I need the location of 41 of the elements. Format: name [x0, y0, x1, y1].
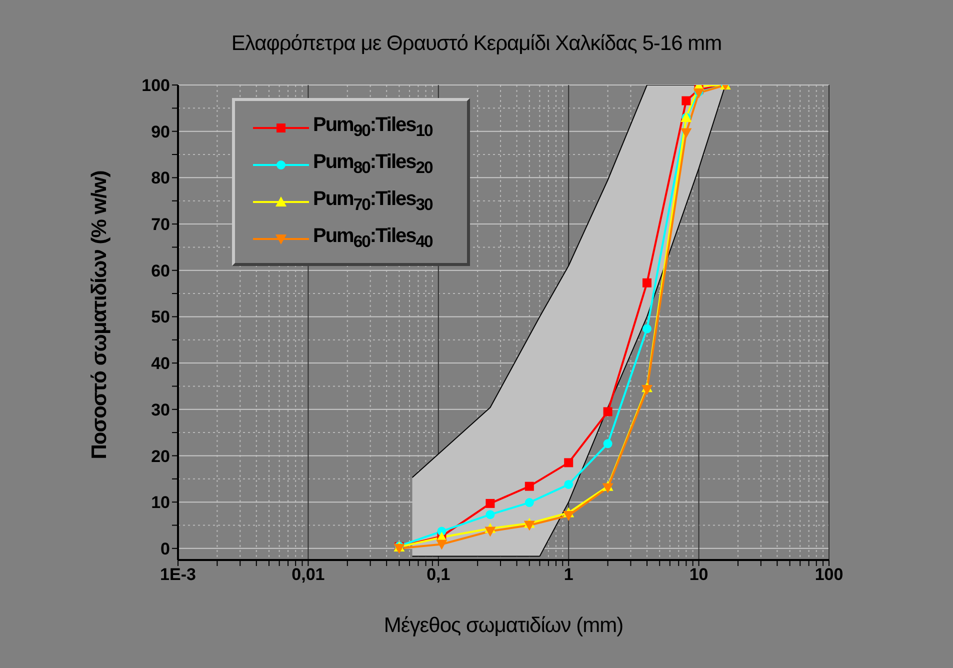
y-tick-label: 20 — [151, 446, 170, 466]
point — [682, 96, 691, 106]
y-tick-label: 70 — [151, 215, 170, 234]
x-axis-title: Μέγεθος σωματιδίων (mm) — [382, 614, 624, 638]
point — [524, 520, 535, 531]
x-tick-label: 0,01 — [292, 565, 325, 584]
point — [602, 483, 614, 494]
point — [603, 407, 612, 416]
point — [486, 510, 495, 520]
point — [641, 384, 652, 395]
x-tick-label: 100 — [814, 565, 844, 584]
chart-title: Ελαφρόπετρα με Θραυστό Κεραμίδι Χαλκίδας 5-16 mm — [230, 32, 723, 56]
y-tick-label: 100 — [142, 76, 170, 96]
point — [486, 498, 495, 508]
y-tick-label: 90 — [151, 122, 170, 142]
y-tick-label: 60 — [151, 261, 170, 280]
legend-label: Pum$_{80}$:Tiles$_{20}$ — [313, 151, 432, 178]
point — [524, 498, 534, 508]
point — [603, 439, 612, 448]
y-tick-label: 80 — [151, 168, 170, 188]
y-tick-label: 10 — [151, 493, 170, 512]
x-tick-label: 1 — [564, 565, 574, 584]
y-tick-label: 0 — [160, 539, 170, 558]
point — [564, 480, 574, 489]
y-tick-label: 40 — [151, 354, 170, 374]
point — [680, 128, 692, 138]
legend-label: Pum$_{60}$:Tiles$_{40}$ — [313, 225, 432, 252]
x-tick-label: 1E-3 — [160, 565, 196, 584]
x-tick-label: 10 — [689, 565, 708, 584]
y-axis-title: Ποσοστό σωματιδίων (% w/w) — [88, 170, 112, 462]
y-tick-label: 50 — [151, 308, 170, 327]
point — [524, 482, 534, 491]
point — [642, 278, 652, 288]
legend-label: Pum$_{70}$:Tiles$_{30}$ — [313, 188, 432, 215]
point — [484, 526, 496, 537]
x-tick-label: 0,1 — [426, 565, 450, 584]
y-tick-label: 30 — [151, 400, 170, 420]
point — [564, 458, 574, 468]
point — [642, 324, 652, 334]
point — [563, 511, 574, 522]
legend-label: Pum$_{90}$:Tiles$_{10}$ — [313, 114, 432, 141]
